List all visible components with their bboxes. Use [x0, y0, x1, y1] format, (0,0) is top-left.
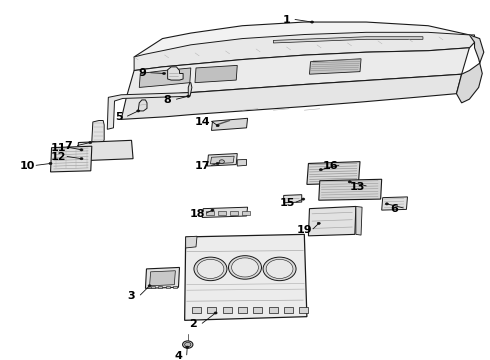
Polygon shape [195, 66, 237, 83]
Circle shape [216, 162, 219, 165]
Text: 2: 2 [190, 319, 197, 329]
Text: 7: 7 [65, 141, 73, 151]
Circle shape [49, 162, 52, 165]
Text: 10: 10 [20, 161, 35, 171]
Circle shape [216, 125, 219, 127]
Circle shape [194, 257, 227, 281]
Polygon shape [50, 146, 92, 172]
Polygon shape [138, 100, 147, 111]
Text: 4: 4 [174, 351, 182, 360]
Circle shape [80, 149, 83, 151]
Polygon shape [382, 197, 408, 210]
Polygon shape [457, 35, 484, 103]
Polygon shape [308, 206, 356, 236]
Polygon shape [126, 48, 469, 97]
Text: 18: 18 [190, 209, 205, 219]
Polygon shape [207, 154, 237, 166]
Circle shape [228, 256, 262, 279]
Bar [207, 307, 217, 313]
Circle shape [263, 257, 296, 281]
Polygon shape [186, 236, 197, 248]
Polygon shape [77, 140, 133, 161]
Bar [192, 307, 201, 313]
Polygon shape [212, 118, 247, 130]
Text: 14: 14 [195, 117, 211, 127]
Polygon shape [284, 195, 302, 203]
Bar [243, 211, 249, 215]
Polygon shape [310, 59, 361, 74]
Polygon shape [107, 93, 191, 129]
Bar [158, 286, 162, 288]
Circle shape [187, 95, 190, 97]
Polygon shape [81, 144, 128, 157]
Text: 11: 11 [50, 143, 66, 153]
Circle shape [186, 346, 189, 348]
Polygon shape [210, 156, 234, 164]
Circle shape [163, 72, 166, 75]
Polygon shape [134, 22, 474, 71]
Circle shape [311, 21, 314, 23]
Bar [230, 211, 238, 215]
Circle shape [89, 141, 92, 144]
Polygon shape [185, 234, 307, 320]
Text: 12: 12 [50, 152, 66, 162]
Circle shape [319, 168, 322, 171]
Bar [238, 307, 247, 313]
Circle shape [219, 160, 224, 163]
Text: 19: 19 [296, 225, 312, 235]
Text: 3: 3 [128, 291, 135, 301]
Circle shape [148, 285, 151, 287]
Text: 15: 15 [280, 198, 295, 208]
Bar [166, 286, 170, 288]
Polygon shape [273, 37, 423, 43]
Text: 9: 9 [138, 68, 146, 78]
Polygon shape [319, 179, 382, 200]
Circle shape [317, 222, 320, 224]
Text: 13: 13 [350, 181, 365, 192]
Bar [173, 286, 177, 288]
Circle shape [385, 203, 389, 205]
Circle shape [348, 181, 351, 183]
Circle shape [266, 259, 293, 278]
Polygon shape [202, 207, 247, 217]
Text: 6: 6 [391, 204, 398, 213]
Bar [299, 307, 308, 313]
Bar [284, 307, 293, 313]
Circle shape [232, 258, 258, 277]
Polygon shape [307, 162, 360, 184]
Text: 8: 8 [164, 95, 171, 105]
Polygon shape [356, 206, 362, 235]
Circle shape [137, 110, 140, 112]
Polygon shape [139, 68, 191, 87]
Circle shape [302, 198, 305, 200]
Polygon shape [188, 83, 192, 96]
Polygon shape [121, 74, 462, 120]
Polygon shape [134, 32, 474, 71]
Bar [150, 286, 155, 288]
Polygon shape [237, 159, 246, 166]
Bar [253, 307, 263, 313]
Circle shape [211, 209, 214, 211]
Polygon shape [168, 67, 183, 80]
Bar [219, 211, 225, 215]
Circle shape [197, 259, 224, 278]
Text: 5: 5 [115, 112, 122, 122]
Polygon shape [92, 121, 104, 143]
Circle shape [183, 341, 193, 348]
Bar [269, 307, 278, 313]
Polygon shape [146, 267, 179, 288]
Circle shape [80, 158, 83, 160]
Bar [206, 211, 214, 215]
Text: 1: 1 [282, 15, 290, 25]
Circle shape [185, 342, 191, 347]
Text: 16: 16 [322, 161, 338, 171]
Text: 17: 17 [195, 161, 211, 171]
Polygon shape [149, 271, 175, 286]
Circle shape [214, 312, 217, 314]
Bar [222, 307, 232, 313]
